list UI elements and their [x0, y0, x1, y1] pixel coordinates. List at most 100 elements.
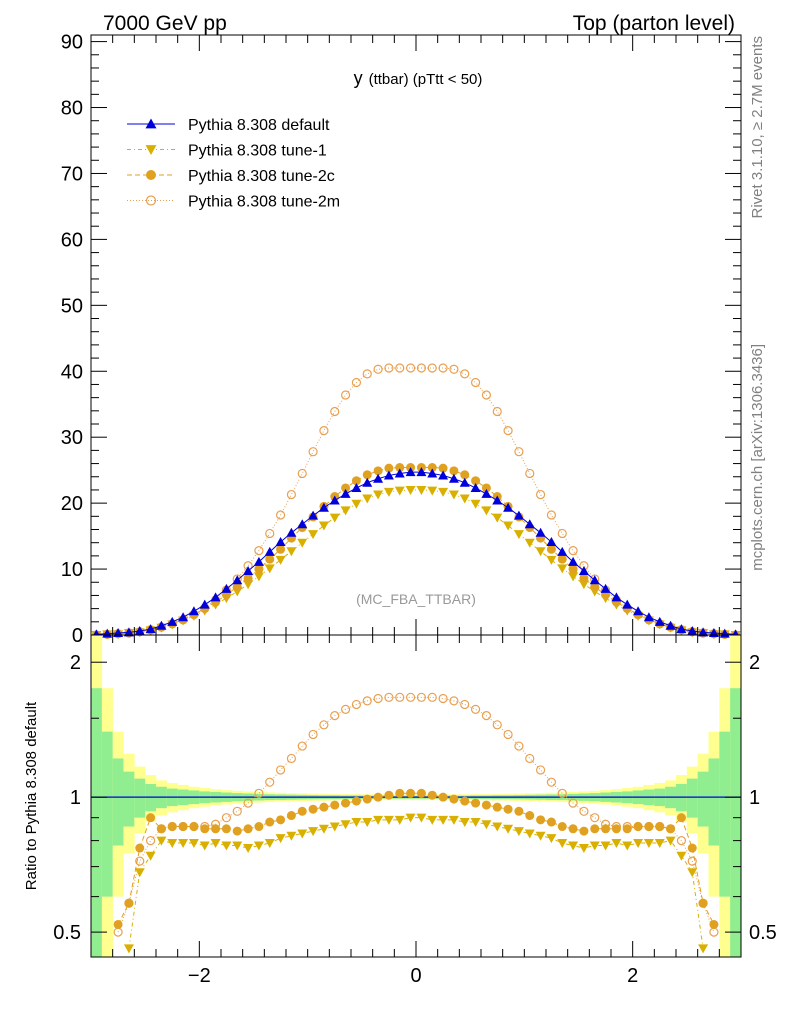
- ratio-data-point: [384, 692, 394, 702]
- uncertainty-band-inner: [112, 758, 124, 846]
- data-point: [341, 483, 351, 493]
- data-point: [448, 473, 459, 483]
- data-point: [340, 488, 351, 498]
- ratio-data-point: [546, 834, 557, 844]
- ratio-data-point: [438, 815, 449, 825]
- data-point: [405, 467, 416, 477]
- data-point: [622, 599, 633, 609]
- ratio-data-point: [427, 815, 438, 825]
- ratio-series-tune-2c: [113, 788, 719, 929]
- ratio-data-point: [698, 898, 708, 908]
- ratio-data-point: [243, 824, 253, 834]
- uncertainty-band-inner: [123, 771, 135, 827]
- analysis-watermark: (MC_FBA_TTBAR): [356, 591, 476, 607]
- data-point: [535, 547, 546, 557]
- ratio-data-point: [698, 944, 709, 954]
- ratio-data-point: [275, 765, 286, 775]
- ratio-data-point: [383, 815, 394, 825]
- data-point: [351, 377, 362, 388]
- ratio-data-point: [492, 802, 502, 812]
- rivet-version-label: Rivet 3.1.10, ≥ 2.7M events: [749, 36, 766, 219]
- data-point: [449, 466, 459, 476]
- ratio-y-tick-label-left: 1: [70, 787, 81, 809]
- ratio-data-point: [265, 817, 275, 827]
- data-point: [524, 538, 535, 548]
- data-point: [676, 624, 687, 634]
- data-point: [253, 572, 264, 582]
- ratio-data-point: [589, 841, 600, 851]
- ratio-data-point: [156, 824, 166, 834]
- ratio-y-tick-label-left: 0.5: [53, 922, 81, 944]
- data-point: [394, 468, 405, 478]
- ratio-data-point: [676, 813, 686, 823]
- ratio-y-tick-label-right: 1: [749, 787, 760, 809]
- data-point: [427, 363, 437, 373]
- data-point: [438, 363, 448, 373]
- data-point: [546, 544, 556, 554]
- ratio-data-point: [308, 804, 318, 814]
- ratio-plot-frame: [90, 634, 742, 958]
- data-point: [264, 564, 275, 574]
- ratio-data-point: [546, 817, 556, 827]
- data-point: [373, 490, 384, 500]
- data-point: [276, 544, 286, 554]
- data-point: [275, 537, 286, 547]
- data-point: [427, 486, 438, 496]
- data-point: [351, 476, 361, 486]
- ratio-series-line: [117, 792, 715, 925]
- ratio-data-point: [460, 796, 470, 806]
- uncertainty-band-inner: [101, 731, 113, 897]
- data-point: [492, 406, 502, 417]
- data-point: [286, 547, 297, 557]
- data-point: [254, 546, 264, 556]
- ratio-data-point: [189, 822, 199, 832]
- data-point: [470, 482, 481, 492]
- ratio-data-point: [546, 777, 557, 787]
- data-point: [405, 363, 416, 373]
- ratio-data-point: [525, 811, 535, 821]
- ratio-data-point: [232, 806, 242, 816]
- data-point: [698, 627, 709, 637]
- ratio-data-point: [687, 843, 697, 853]
- ratio-data-point: [221, 824, 231, 834]
- data-point: [178, 612, 189, 622]
- ratio-data-point: [438, 693, 448, 704]
- data-point: [373, 364, 383, 374]
- ratio-data-point: [254, 788, 264, 798]
- ratio-data-point: [644, 822, 654, 832]
- data-point: [286, 489, 297, 500]
- ratio-data-point: [210, 839, 221, 849]
- ratio-data-point: [601, 824, 611, 834]
- data-point: [395, 363, 405, 373]
- data-point: [319, 426, 329, 436]
- data-point: [503, 426, 513, 436]
- ratio-data-point: [535, 765, 546, 775]
- ratio-data-point: [145, 836, 156, 846]
- ratio-data-point: [405, 692, 416, 702]
- ratio-data-point: [232, 826, 242, 836]
- data-point: [373, 466, 383, 476]
- data-point: [210, 592, 221, 602]
- legend: Pythia 8.308 default Pythia 8.308 tune-1 P…: [127, 117, 340, 211]
- ratio-data-point: [471, 798, 481, 808]
- ratio-data-point: [134, 868, 145, 878]
- data-point: [254, 564, 264, 574]
- ratio-data-point: [524, 829, 535, 839]
- data-point: [416, 467, 427, 477]
- ratio-data-point: [199, 841, 210, 851]
- main-plot-title-rest: (ttbar) (pTtt < 50): [369, 71, 483, 88]
- ratio-plot-marks: [91, 635, 742, 957]
- ratio-data-point: [611, 839, 622, 849]
- ratio-data-point: [156, 836, 167, 846]
- data-point: [286, 527, 297, 537]
- ratio-data-point: [232, 841, 243, 851]
- x-tick-label: −2: [188, 965, 211, 987]
- data-point: [611, 592, 622, 602]
- data-point: [438, 463, 448, 473]
- data-point: [546, 537, 557, 547]
- ratio-data-point: [362, 696, 372, 706]
- ratio-data-point: [470, 704, 481, 714]
- legend-marker: [145, 118, 157, 129]
- ratio-data-point: [709, 927, 719, 937]
- ratio-data-point: [373, 792, 383, 802]
